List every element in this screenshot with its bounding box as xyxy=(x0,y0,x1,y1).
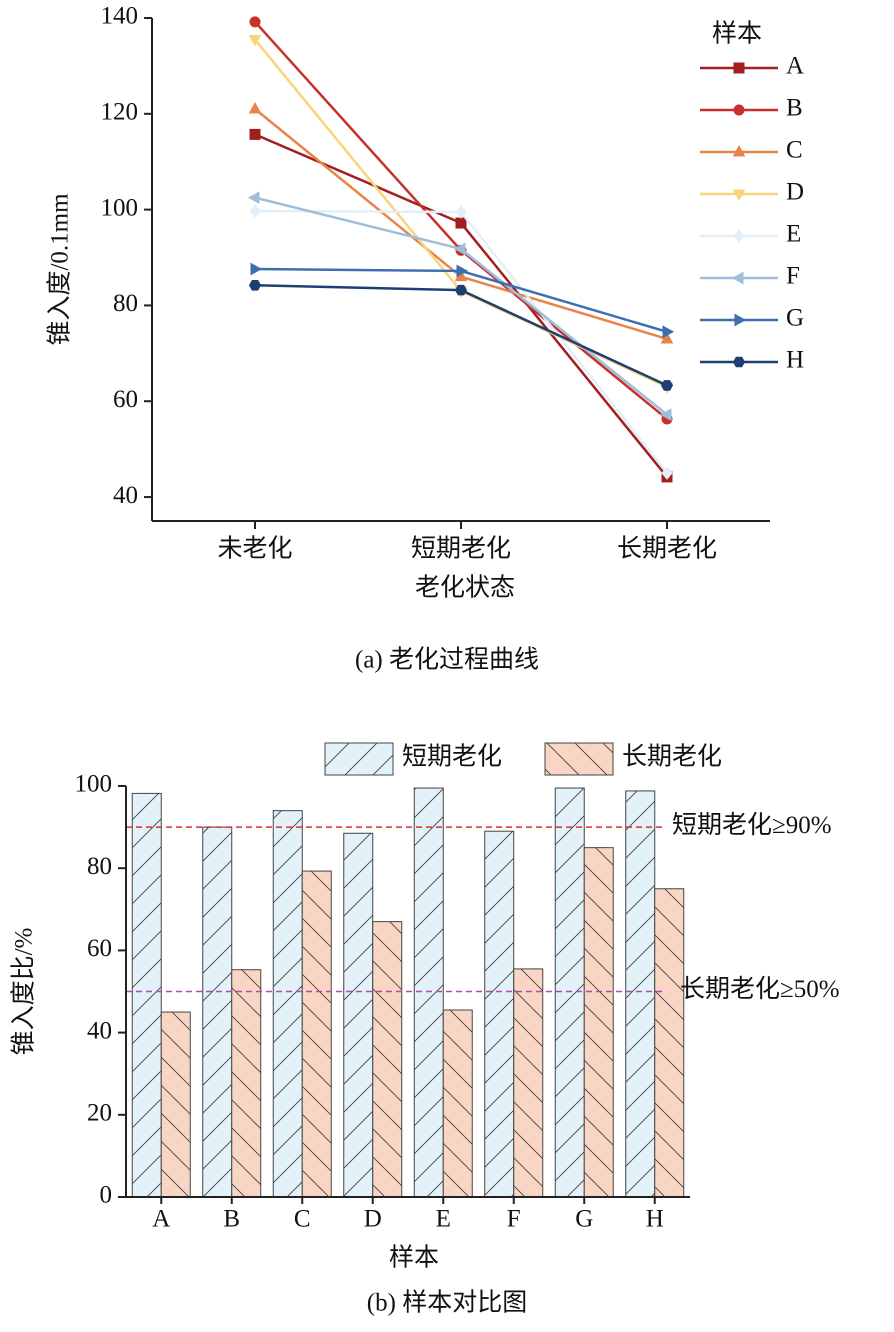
legend-label: B xyxy=(786,95,803,122)
y-tick-label: 100 xyxy=(101,194,139,221)
x-tick-label: F xyxy=(507,1206,521,1233)
legend-label: D xyxy=(786,179,804,206)
x-tick-label: E xyxy=(436,1206,451,1233)
marker xyxy=(250,262,263,276)
bar xyxy=(301,870,332,1198)
x-tick-label: D xyxy=(364,1206,382,1233)
bar xyxy=(625,790,656,1198)
marker xyxy=(660,380,674,391)
legend-label: 短期老化 xyxy=(402,743,502,771)
bar xyxy=(343,832,374,1198)
legend-label: H xyxy=(786,347,804,374)
reference-label: 长期老化≥50% xyxy=(680,975,840,1003)
legend-label: G xyxy=(786,305,804,332)
marker xyxy=(455,217,467,229)
marker xyxy=(249,16,261,28)
marker xyxy=(661,466,673,480)
x-tick-label: C xyxy=(294,1206,311,1233)
legend-marker xyxy=(733,229,745,243)
marker xyxy=(453,242,466,256)
legend-label: E xyxy=(786,221,801,248)
bar xyxy=(131,792,162,1198)
series-line xyxy=(254,284,668,387)
x-tick-label: B xyxy=(223,1206,240,1233)
y-tick-label: 0 xyxy=(100,1182,113,1209)
marker xyxy=(662,325,675,339)
y-tick-label: 40 xyxy=(113,482,138,509)
y-tick-label: 80 xyxy=(113,290,138,317)
marker xyxy=(248,280,262,291)
legend-marker xyxy=(732,356,746,368)
bar xyxy=(202,826,233,1198)
legend-swatch xyxy=(544,742,614,776)
bar xyxy=(272,810,303,1198)
bar xyxy=(231,969,262,1198)
bar xyxy=(484,830,515,1198)
series-line xyxy=(254,133,668,478)
x-tick-label: 未老化 xyxy=(217,535,292,563)
y-tick-label: 20 xyxy=(87,1100,112,1127)
bar xyxy=(513,968,544,1198)
legend-label: C xyxy=(786,137,803,164)
x-tick-label: A xyxy=(152,1206,170,1233)
marker xyxy=(455,205,467,219)
bar xyxy=(554,787,585,1198)
marker xyxy=(248,101,262,114)
marker xyxy=(249,204,261,218)
y-tick-label: 140 xyxy=(101,3,139,30)
legend-label: F xyxy=(786,263,800,290)
legend-marker xyxy=(733,104,745,116)
y-tick-label: 80 xyxy=(87,853,112,880)
bar xyxy=(160,1011,191,1198)
y-axis-label: 锥入度/0.1mm xyxy=(46,193,74,346)
marker xyxy=(456,264,469,278)
legend-marker xyxy=(732,189,746,202)
marker xyxy=(660,331,674,344)
legend-label: 长期老化 xyxy=(622,743,722,771)
bar xyxy=(583,847,614,1198)
bar xyxy=(372,921,403,1198)
legend-title: 样本 xyxy=(712,20,762,48)
legend-marker xyxy=(733,62,745,74)
x-tick-label: 长期老化 xyxy=(617,535,717,563)
y-tick-label: 120 xyxy=(101,99,139,126)
legend-swatch xyxy=(324,742,394,776)
y-tick-label: 60 xyxy=(113,386,138,413)
legend-marker xyxy=(732,144,746,157)
bar xyxy=(413,787,444,1198)
y-axis-label: 锥入度比/% xyxy=(10,928,38,1056)
x-axis-label: 老化状态 xyxy=(415,574,515,602)
legend-marker xyxy=(731,271,744,285)
series-line xyxy=(254,196,668,416)
legend-marker xyxy=(734,313,747,327)
y-tick-label: 60 xyxy=(87,935,112,962)
y-tick-label: 40 xyxy=(87,1017,112,1044)
marker xyxy=(247,191,260,204)
legend-label: A xyxy=(786,53,804,80)
x-tick-label: 短期老化 xyxy=(411,535,511,563)
reference-label: 短期老化≥90% xyxy=(672,811,832,839)
marker xyxy=(659,408,672,421)
caption: (b) 样本对比图 xyxy=(367,1289,527,1317)
bar xyxy=(654,888,685,1198)
x-tick-label: G xyxy=(575,1206,593,1233)
x-axis-label: 样本 xyxy=(389,1244,439,1272)
caption: (a) 老化过程曲线 xyxy=(355,646,539,674)
marker xyxy=(249,128,261,140)
marker xyxy=(248,35,262,47)
marker xyxy=(454,284,468,296)
y-tick-label: 100 xyxy=(75,771,113,798)
x-tick-label: H xyxy=(646,1206,664,1233)
bar xyxy=(442,1009,473,1198)
